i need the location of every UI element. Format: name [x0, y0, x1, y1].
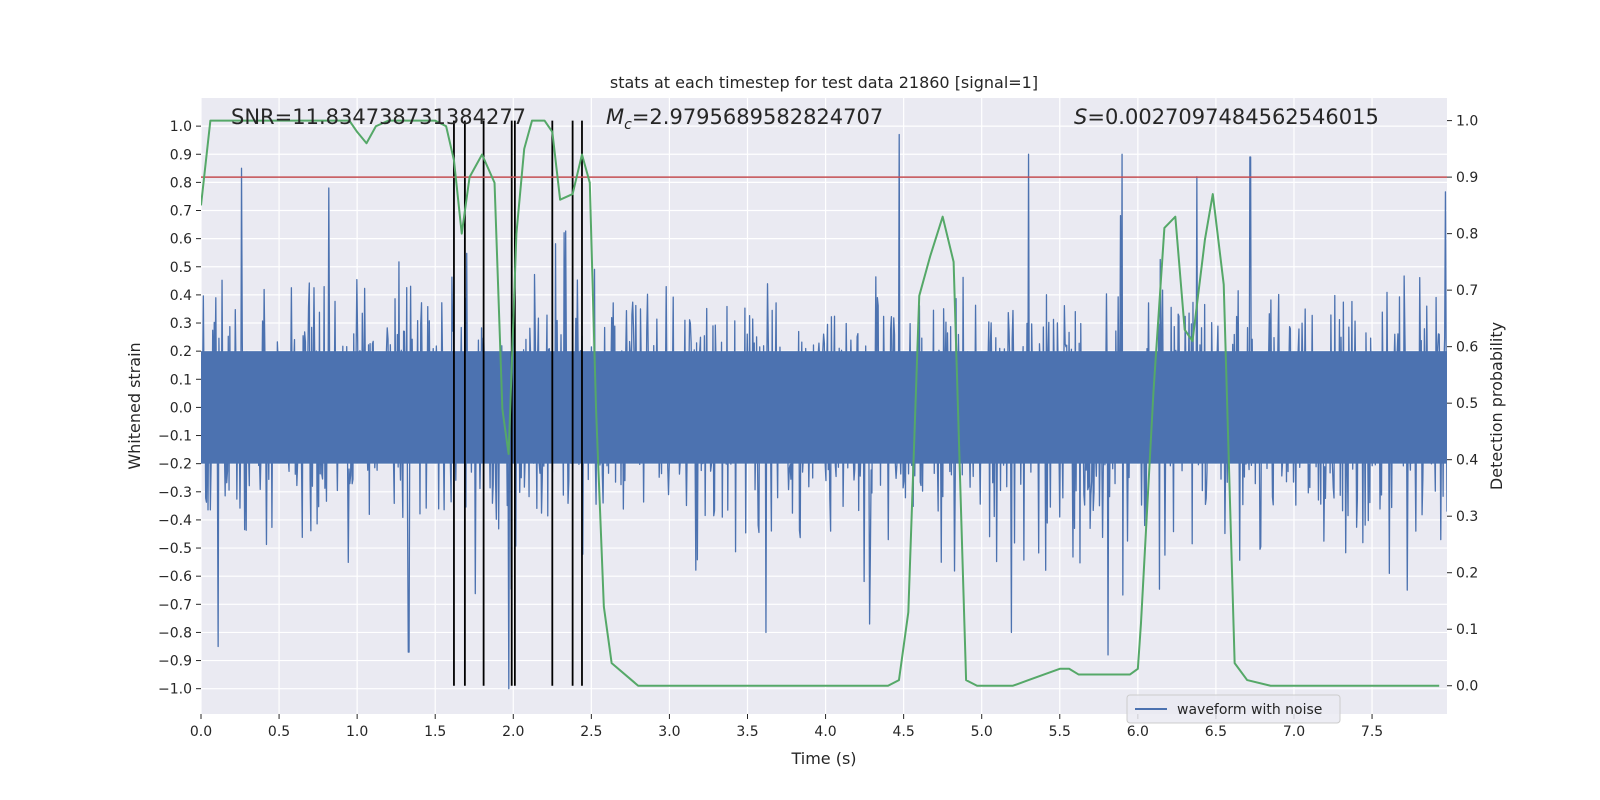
y2-tick-label: 0.3 — [1456, 509, 1478, 525]
y-tick-label: −0.1 — [158, 429, 192, 445]
y2-tick-label: 1.0 — [1456, 114, 1478, 130]
y-tick-label: 0.2 — [170, 344, 192, 360]
y-tick-label: −0.9 — [158, 654, 192, 670]
x-axis-ticks: 0.0 0.5 1.0 1.5 2.0 2.5 3.0 3.5 4.0 4.5 5.0 5.5 6.0 6… — [190, 714, 1383, 740]
y-tick-label: −0.8 — [158, 625, 192, 641]
statistic-annotation: S=0.0027097484562546015 — [1074, 105, 1379, 129]
x-tick-label: 0.5 — [268, 724, 290, 740]
x-axis-label: Time (s) — [790, 749, 856, 768]
x-tick-label: 4.5 — [892, 724, 914, 740]
chirp-mass-subscript: c — [624, 117, 632, 133]
y-axis-ticks: 1.0 0.9 0.8 0.7 0.6 0.5 0.4 0.3 0.2 0.1 0.0 −0.1 −0.… — [158, 119, 201, 698]
y-tick-label: −0.6 — [158, 569, 192, 585]
snr-annotation: SNR=11.834738731384277 — [231, 105, 526, 129]
chart-title: stats at each timestep for test data 218… — [610, 73, 1038, 92]
y2-tick-label: 0.1 — [1456, 622, 1478, 638]
y-tick-label: −0.7 — [158, 597, 192, 613]
x-tick-label: 7.0 — [1283, 724, 1305, 740]
x-tick-label: 1.5 — [424, 724, 446, 740]
y-axis-label: Whitened strain — [125, 342, 144, 469]
y2-axis-ticks: 1.0 0.9 0.8 0.7 0.6 0.5 0.4 0.3 0.2 0.1 0.0 — [1447, 114, 1478, 695]
x-tick-label: 6.0 — [1127, 724, 1149, 740]
legend: waveform with noise — [1126, 694, 1341, 724]
x-tick-label: 3.5 — [736, 724, 758, 740]
y2-tick-label: 0.0 — [1456, 679, 1478, 695]
y2-tick-label: 0.6 — [1456, 340, 1478, 356]
y-tick-label: 1.0 — [170, 119, 192, 135]
y-tick-label: 0.1 — [170, 372, 192, 388]
y-tick-label: 0.8 — [170, 175, 192, 191]
legend-label: waveform with noise — [1177, 702, 1322, 718]
y-tick-label: −0.4 — [158, 513, 192, 529]
y-tick-label: −0.2 — [158, 457, 192, 473]
y-tick-label: −0.3 — [158, 485, 192, 501]
y2-tick-label: 0.8 — [1456, 227, 1478, 243]
y-tick-label: 0.4 — [170, 288, 192, 304]
y-tick-label: 0.5 — [170, 260, 192, 276]
y2-tick-label: 0.9 — [1456, 170, 1478, 186]
y-tick-label: −0.5 — [158, 541, 192, 557]
x-tick-label: 4.0 — [814, 724, 836, 740]
waveform-line — [201, 133, 1447, 690]
x-tick-label: 5.0 — [971, 724, 993, 740]
x-tick-label: 1.0 — [346, 724, 368, 740]
x-tick-label: 5.5 — [1049, 724, 1071, 740]
chirp-mass-annotation: Mc=2.9795689582824707 — [606, 105, 883, 133]
y-tick-label: 0.0 — [170, 400, 192, 416]
x-tick-label: 6.5 — [1205, 724, 1227, 740]
x-tick-label: 7.5 — [1361, 724, 1383, 740]
y2-tick-label: 0.2 — [1456, 566, 1478, 582]
y2-tick-label: 0.7 — [1456, 283, 1478, 299]
x-tick-label: 2.5 — [580, 724, 602, 740]
y2-axis-label: Detection probability — [1487, 322, 1506, 490]
chirp-mass-symbol: M — [606, 105, 624, 129]
x-tick-label: 3.0 — [658, 724, 680, 740]
statistic-symbol: S — [1074, 105, 1087, 129]
statistic-value: =0.0027097484562546015 — [1087, 105, 1379, 129]
x-tick-label: 0.0 — [190, 724, 212, 740]
y2-tick-label: 0.5 — [1456, 396, 1478, 412]
chirp-mass-value: =2.9795689582824707 — [632, 105, 883, 129]
waveform-series — [201, 133, 1447, 690]
x-tick-label: 2.0 — [502, 724, 524, 740]
y-tick-label: 0.3 — [170, 316, 192, 332]
probability-line — [201, 119, 1440, 687]
y-tick-label: 0.7 — [170, 204, 192, 220]
y-tick-label: 0.6 — [170, 232, 192, 248]
detection-probability-series — [201, 119, 1440, 687]
y2-tick-label: 0.4 — [1456, 453, 1478, 469]
waveform-band — [201, 351, 1447, 464]
legend-box — [1126, 694, 1341, 724]
y-tick-label: 0.9 — [170, 147, 192, 163]
y-tick-label: −1.0 — [158, 682, 192, 698]
